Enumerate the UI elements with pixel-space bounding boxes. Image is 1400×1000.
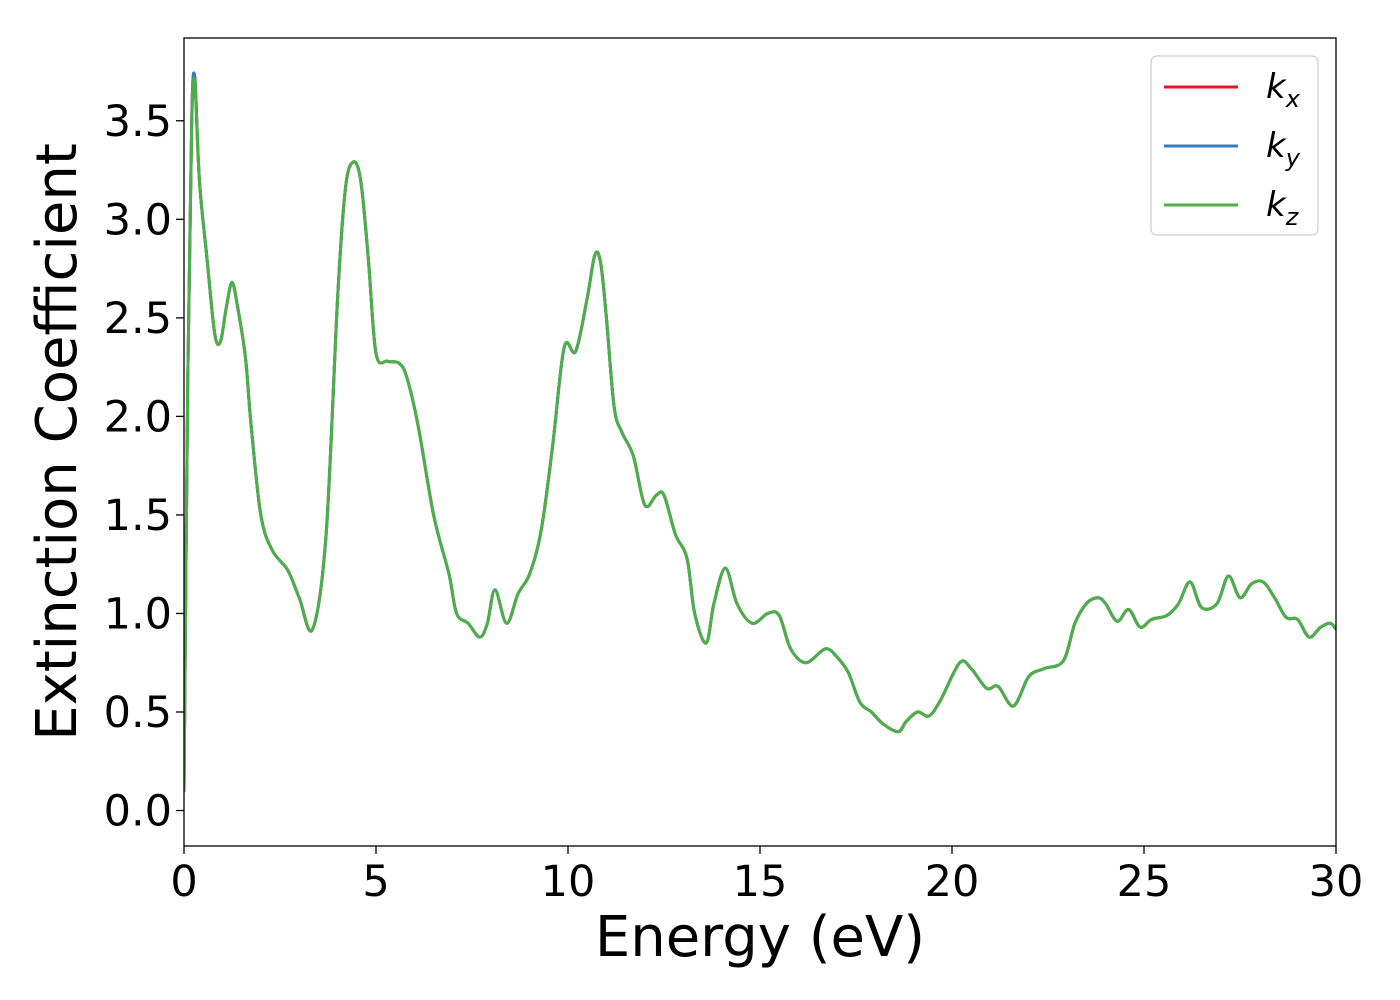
series-layer: [184, 71, 1336, 793]
y-axis: 0.0 0.5 1.0 1.5 2.0 2.5 3.0 3.5: [104, 97, 184, 837]
y-axis-label: Extinction Coefficient: [25, 143, 90, 741]
legend: kx ky kz: [1150, 55, 1319, 236]
x-tick-label: 15: [733, 857, 788, 907]
y-tick-label: 1.0: [104, 589, 172, 639]
y-tick-label: 3.5: [104, 97, 172, 147]
x-tick-label: 0: [170, 857, 197, 907]
y-tick-label: 0.0: [104, 787, 172, 837]
y-tick-label: 0.5: [104, 688, 172, 738]
x-axis-label: Energy (eV): [595, 905, 925, 970]
legend-label-z: kz: [1266, 185, 1300, 231]
x-tick-label: 5: [362, 857, 389, 907]
series-line-z: [184, 77, 1336, 793]
y-tick-label: 1.5: [104, 491, 172, 541]
x-tick-label: 25: [1117, 857, 1172, 907]
x-axis: 0 5 10 15 20 25 30: [170, 846, 1363, 907]
y-tick-label: 2.5: [104, 294, 172, 344]
x-tick-label: 30: [1309, 857, 1364, 907]
y-tick-label: 3.0: [104, 195, 172, 245]
x-tick-label: 10: [541, 857, 596, 907]
y-tick-label: 2.0: [104, 392, 172, 442]
x-tick-label: 20: [925, 857, 980, 907]
legend-label-y: ky: [1266, 126, 1301, 172]
legend-label-x: kx: [1266, 67, 1301, 113]
